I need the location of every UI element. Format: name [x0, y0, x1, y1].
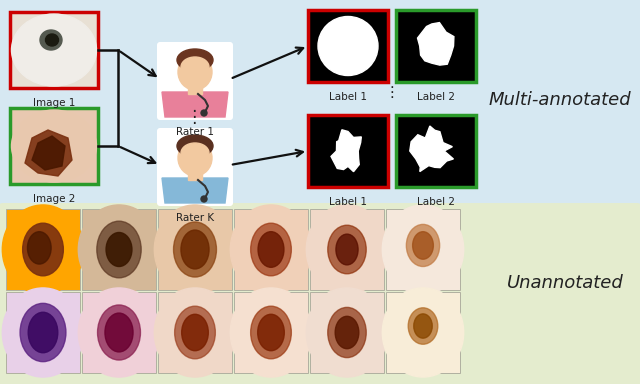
Ellipse shape — [154, 205, 236, 294]
Ellipse shape — [12, 110, 97, 182]
Bar — [310, 292, 384, 373]
Ellipse shape — [318, 17, 378, 76]
Ellipse shape — [251, 306, 291, 359]
Ellipse shape — [413, 314, 432, 338]
Polygon shape — [32, 136, 65, 170]
Text: Label 2: Label 2 — [417, 197, 455, 207]
Ellipse shape — [230, 205, 312, 294]
Ellipse shape — [382, 288, 464, 377]
Bar — [234, 209, 308, 290]
Ellipse shape — [230, 288, 312, 377]
Text: Label 1: Label 1 — [329, 92, 367, 102]
Ellipse shape — [336, 234, 358, 265]
Ellipse shape — [173, 222, 216, 277]
Ellipse shape — [97, 221, 141, 278]
Ellipse shape — [177, 49, 213, 71]
Bar — [188, 84, 202, 94]
Bar — [82, 209, 156, 290]
Ellipse shape — [328, 307, 366, 358]
Polygon shape — [25, 130, 72, 176]
Bar — [386, 292, 460, 373]
Text: ⋮: ⋮ — [374, 86, 410, 101]
Bar — [10, 108, 98, 184]
Text: Rater 1: Rater 1 — [176, 127, 214, 137]
Ellipse shape — [181, 230, 209, 269]
Ellipse shape — [22, 223, 63, 276]
Ellipse shape — [328, 225, 366, 274]
Bar — [308, 115, 388, 187]
Bar — [6, 292, 80, 373]
Ellipse shape — [40, 30, 62, 50]
Text: ⋮: ⋮ — [176, 108, 214, 126]
Ellipse shape — [97, 305, 140, 360]
Ellipse shape — [78, 288, 160, 377]
Ellipse shape — [181, 143, 209, 163]
Text: Unannotated: Unannotated — [507, 273, 623, 291]
Text: Image 2: Image 2 — [33, 194, 75, 204]
Ellipse shape — [177, 135, 213, 157]
Text: Rater K: Rater K — [176, 213, 214, 223]
Circle shape — [201, 110, 207, 116]
Polygon shape — [162, 178, 228, 203]
Ellipse shape — [3, 288, 84, 377]
FancyBboxPatch shape — [0, 203, 640, 384]
Ellipse shape — [175, 306, 215, 359]
Text: Image 1: Image 1 — [33, 98, 75, 108]
Text: Label 1: Label 1 — [329, 197, 367, 207]
Polygon shape — [417, 23, 454, 65]
Ellipse shape — [258, 314, 284, 351]
Bar — [308, 10, 388, 82]
Bar — [158, 292, 232, 373]
FancyBboxPatch shape — [0, 0, 640, 210]
Ellipse shape — [178, 140, 212, 176]
Bar — [188, 170, 202, 180]
Ellipse shape — [106, 232, 132, 266]
Polygon shape — [410, 126, 453, 172]
Ellipse shape — [178, 54, 212, 90]
Bar — [6, 209, 80, 290]
Ellipse shape — [307, 205, 388, 294]
Ellipse shape — [382, 205, 464, 294]
FancyBboxPatch shape — [157, 128, 233, 206]
Bar — [396, 10, 476, 82]
Text: Multi-annotated: Multi-annotated — [489, 91, 631, 109]
Ellipse shape — [78, 205, 160, 294]
Circle shape — [201, 196, 207, 202]
Ellipse shape — [12, 14, 97, 86]
Ellipse shape — [258, 232, 284, 267]
Polygon shape — [331, 130, 362, 172]
Bar — [158, 209, 232, 290]
Ellipse shape — [28, 232, 51, 264]
Bar — [82, 292, 156, 373]
Ellipse shape — [335, 316, 359, 349]
Ellipse shape — [408, 308, 438, 344]
Ellipse shape — [3, 205, 84, 294]
Ellipse shape — [28, 312, 58, 353]
Bar — [396, 115, 476, 187]
Ellipse shape — [20, 303, 66, 362]
Ellipse shape — [251, 223, 291, 276]
Ellipse shape — [181, 57, 209, 77]
Polygon shape — [162, 92, 228, 117]
Ellipse shape — [154, 288, 236, 377]
Bar — [234, 292, 308, 373]
Text: Label 2: Label 2 — [417, 92, 455, 102]
Ellipse shape — [105, 313, 133, 352]
Bar — [310, 209, 384, 290]
Ellipse shape — [182, 314, 209, 351]
Ellipse shape — [413, 232, 433, 259]
Bar — [386, 209, 460, 290]
Ellipse shape — [406, 224, 440, 266]
Bar — [10, 12, 98, 88]
Ellipse shape — [307, 288, 388, 377]
FancyBboxPatch shape — [157, 42, 233, 120]
Ellipse shape — [45, 34, 58, 46]
